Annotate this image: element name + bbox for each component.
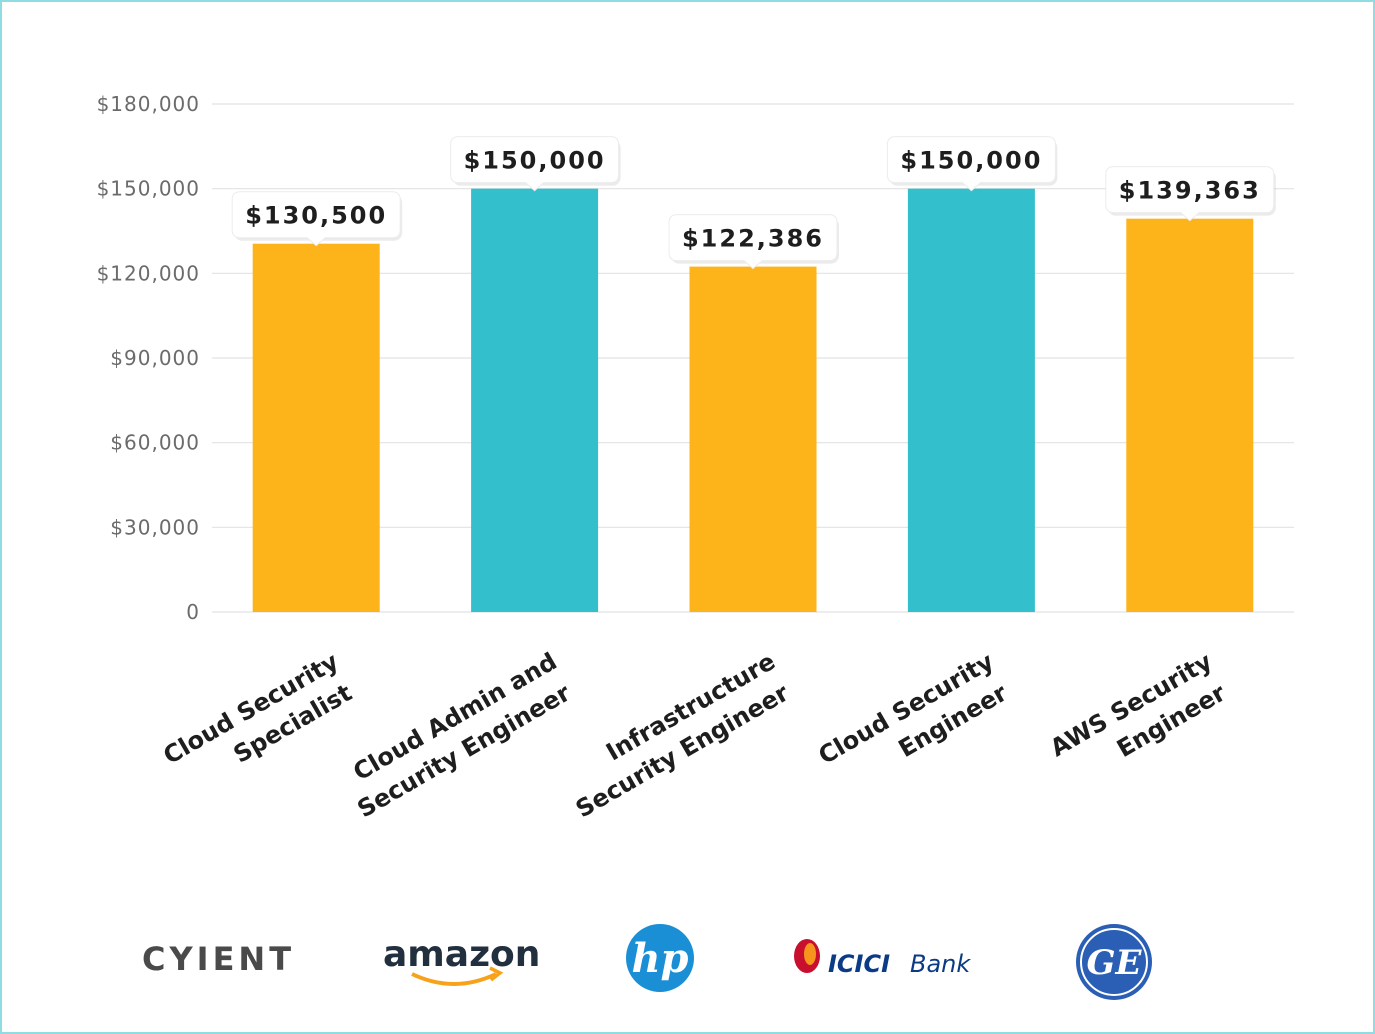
y-tick-label: 0 xyxy=(186,600,200,624)
y-tick-label: $120,000 xyxy=(97,261,200,285)
value-callout: $150,000 xyxy=(450,136,621,192)
amazon-logo: amazon xyxy=(383,934,540,986)
bar xyxy=(689,266,817,612)
bars xyxy=(252,188,1254,612)
y-tick-label: $90,000 xyxy=(110,346,200,370)
callout-box xyxy=(1105,166,1275,222)
hp-logo: hp xyxy=(626,924,694,992)
value-callout: $130,500 xyxy=(231,191,403,247)
bar xyxy=(252,243,380,612)
y-tick-label: $30,000 xyxy=(110,515,200,539)
amazon-logo-text: amazon xyxy=(383,934,540,975)
y-tick-label: $180,000 xyxy=(97,92,200,116)
icici-logo: ICICI Bank xyxy=(794,939,971,978)
value-label: $150,000 xyxy=(900,147,1042,175)
value-callout: $122,386 xyxy=(668,214,839,270)
value-label: $122,386 xyxy=(682,225,824,253)
ge-logo-circle xyxy=(1076,924,1152,1000)
ge-logo-text: GE xyxy=(1087,943,1143,983)
value-label: $139,363 xyxy=(1119,177,1261,205)
ge-logo: GE xyxy=(1076,924,1152,1000)
callout-box xyxy=(668,214,838,270)
y-tick-label: $150,000 xyxy=(97,177,200,201)
bar xyxy=(1126,218,1254,612)
amazon-smile-icon xyxy=(411,972,497,986)
value-callouts: $130,500 $150,000 $122,386 $150,000 $139,363 xyxy=(231,136,1276,270)
callout-box xyxy=(450,136,620,192)
y-axis-ticks: 0 $30,000 $60,000 $90,000 $120,000 $150,000 $1… xyxy=(97,92,200,624)
hp-logo-circle xyxy=(626,924,694,992)
value-label: $150,000 xyxy=(464,147,606,175)
value-label: $130,500 xyxy=(245,202,387,230)
logos-row: CYIENT amazon hp ICICI Bank GE xyxy=(142,924,1152,1000)
icici-bank-text: Bank xyxy=(910,950,971,978)
bar xyxy=(471,188,599,612)
value-callout: $139,363 xyxy=(1105,166,1276,222)
callout-box xyxy=(231,191,401,247)
hp-logo-text: hp xyxy=(631,935,688,982)
y-tick-label: $60,000 xyxy=(110,431,200,455)
value-callout: $150,000 xyxy=(886,136,1058,192)
cyient-logo: CYIENT xyxy=(142,940,295,978)
bar xyxy=(907,188,1035,612)
callout-box xyxy=(886,136,1056,192)
icici-logo-text: ICICI xyxy=(828,950,890,978)
amazon-arrow-icon xyxy=(489,966,504,982)
